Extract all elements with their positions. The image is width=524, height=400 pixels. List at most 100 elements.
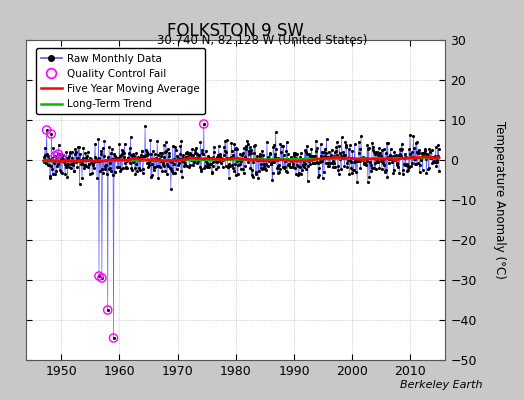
Point (272, 146, 280, 153)
Point (200, 164, 209, 171)
Point (114, 155, 122, 162)
Point (419, 150, 428, 156)
Point (379, 157, 387, 163)
Point (51, 170, 59, 177)
Point (233, 158, 241, 164)
Point (354, 158, 362, 164)
Point (329, 158, 337, 164)
Point (260, 161, 268, 167)
Point (56, 151, 64, 157)
Point (428, 159, 436, 166)
Point (155, 163, 163, 169)
Point (386, 152, 394, 158)
Point (122, 164, 130, 170)
Point (280, 151, 288, 158)
Point (255, 157, 263, 164)
Point (76, 150, 84, 157)
Point (193, 151, 201, 157)
Point (403, 168, 411, 174)
Point (144, 164, 152, 170)
Point (144, 150, 152, 157)
Point (96, 168, 105, 174)
Point (375, 145, 383, 152)
Point (223, 137, 231, 144)
Point (54, 142, 63, 148)
Point (216, 150, 224, 157)
Point (340, 162, 348, 169)
Point (214, 152, 223, 158)
Point (363, 142, 372, 148)
Point (390, 149, 399, 155)
Point (188, 156, 196, 162)
Point (358, 156, 367, 162)
Point (129, 159, 137, 166)
Point (166, 165, 174, 172)
Point (433, 159, 441, 165)
Point (192, 145, 200, 152)
Point (84, 160, 93, 167)
Point (241, 154, 249, 160)
Point (410, 145, 419, 151)
Point (350, 167, 358, 173)
Point (363, 158, 371, 164)
Point (203, 153, 212, 160)
Point (92, 158, 101, 165)
Point (303, 143, 311, 150)
Point (301, 148, 310, 155)
Point (127, 165, 136, 171)
Point (257, 161, 265, 167)
Point (294, 172, 302, 178)
Point (353, 179, 361, 186)
Point (202, 148, 210, 154)
Point (309, 160, 318, 166)
Point (130, 165, 139, 171)
Point (379, 146, 388, 152)
Point (140, 153, 149, 159)
Point (69, 159, 78, 166)
Point (63, 173, 72, 180)
Point (362, 154, 370, 161)
Point (367, 162, 375, 168)
Point (235, 156, 243, 163)
Point (327, 153, 335, 159)
Point (147, 174, 155, 180)
Point (50, 157, 59, 164)
Point (197, 168, 205, 174)
Point (331, 164, 340, 170)
Point (392, 152, 400, 158)
Point (178, 174, 186, 180)
Point (169, 161, 178, 167)
Point (314, 174, 322, 180)
Point (169, 142, 177, 149)
Point (343, 164, 352, 171)
Point (296, 164, 304, 170)
Point (145, 162, 154, 168)
Point (330, 152, 339, 159)
Point (211, 157, 220, 163)
Point (425, 164, 433, 171)
Point (341, 152, 349, 158)
Point (270, 151, 279, 158)
Point (202, 164, 211, 170)
Point (435, 168, 443, 174)
Point (204, 164, 213, 170)
Point (275, 162, 283, 168)
Point (326, 152, 335, 158)
Point (385, 156, 393, 162)
Point (271, 153, 279, 160)
Point (248, 174, 257, 181)
Point (77, 160, 85, 167)
Point (426, 149, 434, 155)
Point (107, 156, 116, 162)
Point (196, 166, 205, 172)
Point (347, 164, 355, 171)
Point (259, 152, 268, 158)
Point (97, 275, 106, 281)
Point (342, 144, 350, 150)
Point (162, 148, 171, 154)
Point (179, 154, 188, 161)
Point (71, 150, 79, 157)
Point (102, 157, 110, 163)
Point (416, 161, 424, 168)
Point (358, 155, 366, 162)
